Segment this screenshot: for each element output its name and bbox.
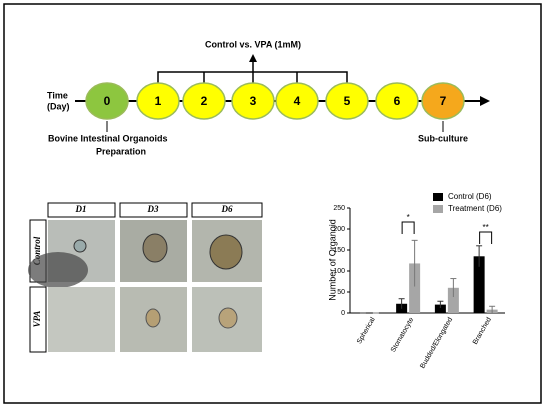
organoid [218, 307, 238, 329]
day-circle [85, 82, 129, 120]
bar [434, 304, 446, 313]
organoid [145, 308, 161, 328]
micrograph [48, 287, 115, 352]
y-tick-label: 200 [333, 226, 345, 233]
y-tick-label: 100 [333, 268, 345, 275]
column-header-box [47, 202, 116, 218]
day-circle [231, 82, 275, 120]
day-label: 2 [201, 94, 208, 108]
start-label: Preparation [96, 146, 146, 156]
time-label: Time [47, 90, 68, 100]
day-label: 6 [394, 94, 401, 108]
legend-swatch [433, 205, 443, 213]
micrograph-grid: D1 D3 D6 Control VPA [28, 202, 263, 353]
column-header-box [119, 202, 188, 218]
arrow-head [249, 54, 257, 62]
organoid [209, 234, 243, 270]
y-tick-label: 50 [337, 289, 345, 296]
column-header: D6 [221, 204, 233, 214]
significance-bracket [479, 231, 493, 244]
end-label: Sub-culture [418, 133, 468, 143]
organoid [142, 233, 168, 263]
column-header-box [191, 202, 263, 218]
legend-label: Control (D6) [448, 192, 492, 201]
day-label: 7 [440, 94, 447, 108]
row-header: VPA [32, 311, 42, 328]
day-label: 4 [294, 94, 301, 108]
y-tick-label: 250 [333, 205, 345, 212]
arrow-head [480, 96, 490, 106]
legend-swatch [433, 193, 443, 201]
micrograph-shade [28, 252, 88, 288]
bar [409, 263, 421, 313]
time-label: (Day) [47, 101, 70, 111]
day-circle [375, 82, 419, 120]
day-circle [275, 82, 319, 120]
row-header: Control [32, 236, 42, 265]
row-header-box [29, 286, 47, 353]
legend-label: Treatment (D6) [448, 204, 502, 213]
y-axis-label: Number of Organoid [327, 219, 337, 301]
column-header: D1 [75, 204, 87, 214]
significance-bracket [401, 221, 415, 234]
column-header: D3 [147, 204, 159, 214]
day-label: 5 [344, 94, 351, 108]
organoid [73, 239, 87, 253]
day-label: 3 [250, 94, 257, 108]
y-tick-label: 0 [341, 310, 345, 317]
bar [447, 287, 459, 313]
treatment-label: Control vs. VPA (1mM) [205, 39, 301, 49]
bar [473, 256, 485, 313]
day-circle [182, 82, 226, 120]
day-label: 0 [104, 94, 111, 108]
y-tick-label: 150 [333, 247, 345, 254]
day-circle [325, 82, 369, 120]
day-label: 1 [155, 94, 162, 108]
significance-label: * [407, 213, 410, 222]
day-circle [421, 82, 465, 120]
day-circle [136, 82, 180, 120]
start-label: Bovine Intestinal Organoids [48, 133, 168, 143]
significance-label: ** [483, 223, 489, 232]
day-circles: 0 1 2 3 4 5 6 7 [85, 82, 465, 120]
